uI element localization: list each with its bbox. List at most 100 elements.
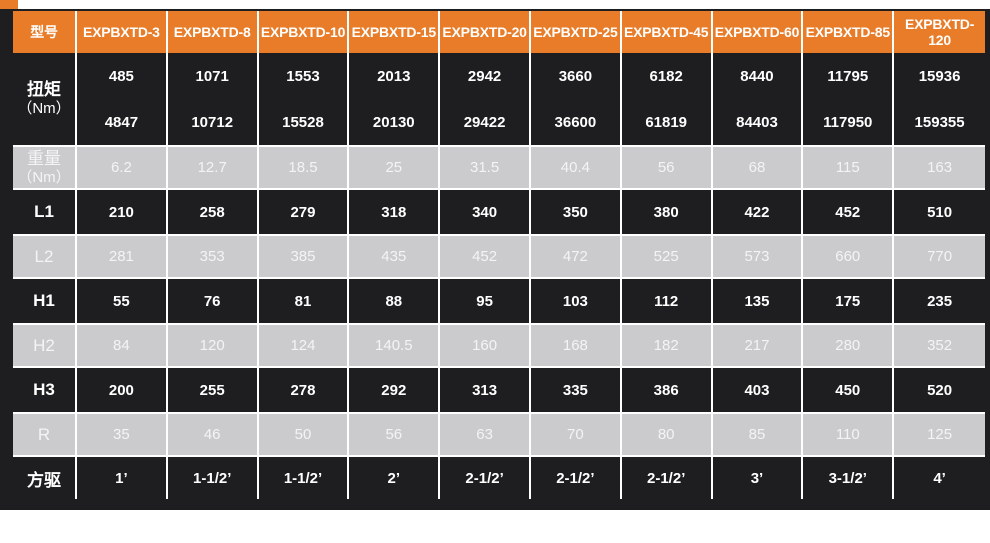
spec-cell: 50: [258, 412, 350, 457]
spec-cell: 435: [349, 234, 441, 279]
spec-cell: 385: [258, 234, 350, 279]
spec-cell: 2013 20130: [349, 53, 441, 145]
table-row-H1: H1 55 76 81 88 95 103 112 135 175 235: [13, 279, 985, 323]
table-header-row: 型号 EXPBXTD-3 EXPBXTD-8 EXPBXTD-10 EXPBXT…: [13, 11, 985, 53]
spec-cell: 84: [77, 323, 168, 368]
spec-cell: 235: [894, 279, 985, 323]
spec-cell: 278: [258, 368, 350, 412]
row-label-text: 扭矩: [27, 80, 61, 99]
row-label-R: R: [13, 412, 77, 457]
table-row-R: R 35 46 50 56 63 70 80 85 110 125: [13, 412, 985, 457]
row-label-text: 重量: [27, 148, 61, 168]
spec-cell: 452: [803, 190, 895, 234]
header-model-cell: EXPBXTD-25: [530, 11, 622, 53]
spec-cell: 168: [530, 323, 622, 368]
spec-cell: 120: [167, 323, 259, 368]
header-label-cell: 型号: [13, 11, 77, 53]
spec-cell: 160: [440, 323, 531, 368]
spec-cell: 46: [167, 412, 259, 457]
spec-cell: 55: [77, 279, 168, 323]
spec-cell: 660: [803, 234, 895, 279]
spec-cell: 1071 10712: [167, 53, 259, 145]
header-model-cell: EXPBXTD-8: [167, 11, 259, 53]
spec-cell: 115: [803, 145, 895, 190]
spec-cell: 35: [77, 412, 168, 457]
header-model-cell: EXPBXTD-45: [621, 11, 713, 53]
row-label-H3: H3: [13, 368, 77, 412]
spec-cell: 3660 36600: [530, 53, 622, 145]
spec-cell: 217: [712, 323, 804, 368]
table-row-square-drive: 方驱 1’ 1-1/2’ 1-1/2’ 2’ 2-1/2’ 2-1/2’ 2-1…: [13, 457, 985, 499]
spec-cell: 124: [258, 323, 350, 368]
spec-cell: 510: [894, 190, 985, 234]
spec-cell: 85: [712, 412, 804, 457]
spec-cell: 8440 84403: [712, 53, 804, 145]
spec-cell: 353: [167, 234, 259, 279]
spec-cell: 182: [621, 323, 713, 368]
spec-cell: 6.2: [77, 145, 168, 190]
spec-cell: 770: [894, 234, 985, 279]
spec-cell: 135: [712, 279, 804, 323]
spec-cell: 4’: [894, 457, 985, 499]
spec-cell: 1’: [77, 457, 168, 499]
spec-cell: 125: [894, 412, 985, 457]
spec-cell: 140.5: [349, 323, 441, 368]
spec-cell: 40.4: [530, 145, 622, 190]
row-label-unit: （Nm）: [17, 100, 71, 118]
spec-cell: 386: [621, 368, 713, 412]
header-model-cell: EXPBXTD-120: [894, 11, 985, 53]
spec-cell: 452: [440, 234, 531, 279]
row-label-L1: L1: [13, 190, 77, 234]
spec-cell: 31.5: [440, 145, 531, 190]
spec-cell: 318: [349, 190, 441, 234]
spec-cell: 76: [167, 279, 259, 323]
row-label-square-drive: 方驱: [13, 457, 77, 499]
header-model-cell: EXPBXTD-10: [258, 11, 350, 53]
spec-cell: 281: [77, 234, 168, 279]
spec-cell: 175: [803, 279, 895, 323]
spec-cell: 163: [894, 145, 985, 190]
row-label-L2: L2: [13, 234, 77, 279]
spec-cell: 81: [258, 279, 350, 323]
spec-cell: 472: [530, 234, 622, 279]
spec-cell: 70: [530, 412, 622, 457]
spec-cell: 2-1/2’: [440, 457, 531, 499]
spec-cell: 340: [440, 190, 531, 234]
spec-cell: 18.5: [258, 145, 350, 190]
spec-cell: 1-1/2’: [258, 457, 350, 499]
spec-cell: 112: [621, 279, 713, 323]
spec-cell: 280: [803, 323, 895, 368]
spec-cell: 279: [258, 190, 350, 234]
table-row-L1: L1 210 258 279 318 340 350 380 422 452 5…: [13, 190, 985, 234]
table-row-weight: 重量 （Nm） 6.2 12.7 18.5 25 31.5 40.4 56 68…: [13, 145, 985, 190]
spec-table-panel: 型号 EXPBXTD-3 EXPBXTD-8 EXPBXTD-10 EXPBXT…: [0, 9, 990, 510]
spec-cell: 335: [530, 368, 622, 412]
spec-cell: 88: [349, 279, 441, 323]
spec-cell: 2942 29422: [440, 53, 531, 145]
row-label-unit: （Nm）: [17, 168, 71, 186]
spec-cell: 63: [440, 412, 531, 457]
spec-cell: 2-1/2’: [621, 457, 713, 499]
spec-cell: 103: [530, 279, 622, 323]
header-model-cell: EXPBXTD-60: [712, 11, 804, 53]
header-model-cell: EXPBXTD-20: [440, 11, 531, 53]
spec-cell: 2-1/2’: [530, 457, 622, 499]
table-row-L2: L2 281 353 385 435 452 472 525 573 660 7…: [13, 234, 985, 279]
table-row-H2: H2 84 120 124 140.5 160 168 182 217 280 …: [13, 323, 985, 368]
header-model-cell: EXPBXTD-3: [77, 11, 168, 53]
spec-cell: 403: [712, 368, 804, 412]
spec-cell: 450: [803, 368, 895, 412]
table-row-torque: 扭矩 （Nm） 485 4847 1071 10712 1553 15528 2013…: [13, 53, 985, 145]
spec-cell: 200: [77, 368, 168, 412]
spec-cell: 95: [440, 279, 531, 323]
spec-cell: 110: [803, 412, 895, 457]
spec-cell: 3-1/2’: [803, 457, 895, 499]
spec-cell: 350: [530, 190, 622, 234]
spec-cell: 520: [894, 368, 985, 412]
spec-cell: 422: [712, 190, 804, 234]
spec-cell: 1-1/2’: [167, 457, 259, 499]
spec-cell: 80: [621, 412, 713, 457]
row-label-H1: H1: [13, 279, 77, 323]
spec-cell: 56: [621, 145, 713, 190]
